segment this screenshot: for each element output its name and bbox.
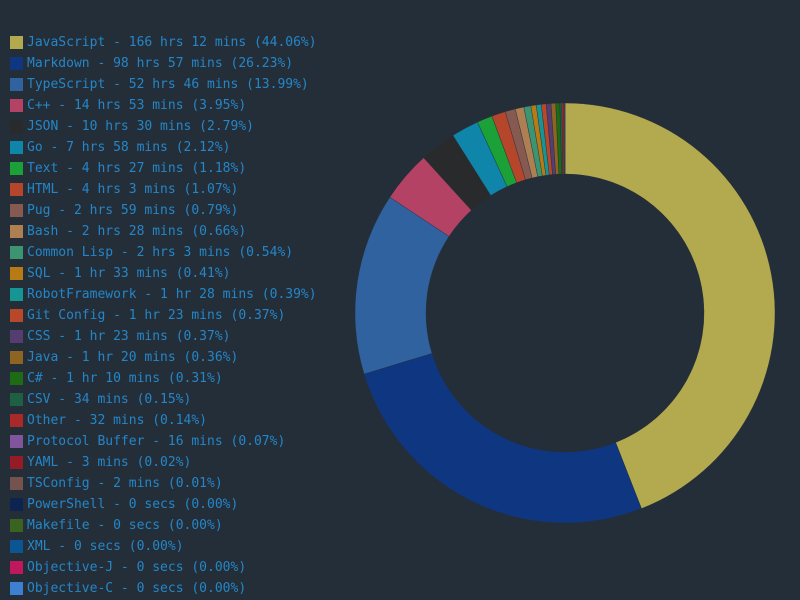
chart-legend: JavaScript - 166 hrs 12 mins (44.06%) Mar… [10, 32, 317, 599]
legend-swatch [10, 372, 23, 385]
legend-item: RobotFramework - 1 hr 28 mins (0.39%) [10, 284, 317, 305]
legend-swatch [10, 225, 23, 238]
legend-swatch [10, 267, 23, 280]
legend-item: YAML - 3 mins (0.02%) [10, 452, 317, 473]
legend-label: JSON - 10 hrs 30 mins (2.79%) [27, 119, 254, 134]
legend-swatch [10, 435, 23, 448]
legend-swatch [10, 288, 23, 301]
legend-swatch [10, 204, 23, 217]
legend-label: Protocol Buffer - 16 mins (0.07%) [27, 434, 286, 449]
legend-label: JavaScript - 166 hrs 12 mins (44.06%) [27, 35, 317, 50]
legend-swatch [10, 414, 23, 427]
legend-item: C++ - 14 hrs 53 mins (3.95%) [10, 95, 317, 116]
legend-swatch [10, 330, 23, 343]
legend-label: YAML - 3 mins (0.02%) [27, 455, 192, 470]
legend-label: Pug - 2 hrs 59 mins (0.79%) [27, 203, 239, 218]
legend-label: Other - 32 mins (0.14%) [27, 413, 208, 428]
legend-item: Objective-J - 0 secs (0.00%) [10, 557, 317, 578]
legend-item: JSON - 10 hrs 30 mins (2.79%) [10, 116, 317, 137]
legend-label: C++ - 14 hrs 53 mins (3.95%) [27, 98, 247, 113]
legend-swatch [10, 351, 23, 364]
legend-label: Markdown - 98 hrs 57 mins (26.23%) [27, 56, 294, 71]
legend-label: PowerShell - 0 secs (0.00%) [27, 497, 239, 512]
legend-swatch [10, 246, 23, 259]
legend-swatch [10, 78, 23, 91]
legend-swatch [10, 393, 23, 406]
legend-swatch [10, 36, 23, 49]
legend-item: Markdown - 98 hrs 57 mins (26.23%) [10, 53, 317, 74]
legend-swatch [10, 456, 23, 469]
legend-item: TSConfig - 2 mins (0.01%) [10, 473, 317, 494]
legend-label: XML - 0 secs (0.00%) [27, 539, 184, 554]
legend-label: Makefile - 0 secs (0.00%) [27, 518, 223, 533]
legend-item: Java - 1 hr 20 mins (0.36%) [10, 347, 317, 368]
legend-item: HTML - 4 hrs 3 mins (1.07%) [10, 179, 317, 200]
legend-item: Text - 4 hrs 27 mins (1.18%) [10, 158, 317, 179]
legend-item: PowerShell - 0 secs (0.00%) [10, 494, 317, 515]
legend-swatch [10, 498, 23, 511]
legend-swatch [10, 561, 23, 574]
legend-item: Go - 7 hrs 58 mins (2.12%) [10, 137, 317, 158]
legend-label: Common Lisp - 2 hrs 3 mins (0.54%) [27, 245, 294, 260]
legend-label: RobotFramework - 1 hr 28 mins (0.39%) [27, 287, 317, 302]
legend-item: TypeScript - 52 hrs 46 mins (13.99%) [10, 74, 317, 95]
legend-swatch [10, 99, 23, 112]
legend-label: CSV - 34 mins (0.15%) [27, 392, 192, 407]
legend-swatch [10, 57, 23, 70]
legend-label: Objective-C - 0 secs (0.00%) [27, 581, 247, 596]
legend-item: SQL - 1 hr 33 mins (0.41%) [10, 263, 317, 284]
donut-slice-markdown [363, 353, 642, 524]
legend-item: CSV - 34 mins (0.15%) [10, 389, 317, 410]
legend-swatch [10, 141, 23, 154]
legend-label: Text - 4 hrs 27 mins (1.18%) [27, 161, 247, 176]
legend-label: Bash - 2 hrs 28 mins (0.66%) [27, 224, 247, 239]
legend-item: Pug - 2 hrs 59 mins (0.79%) [10, 200, 317, 221]
legend-item: JavaScript - 166 hrs 12 mins (44.06%) [10, 32, 317, 53]
legend-label: Objective-J - 0 secs (0.00%) [27, 560, 247, 575]
legend-swatch [10, 120, 23, 133]
legend-item: Makefile - 0 secs (0.00%) [10, 515, 317, 536]
legend-label: Git Config - 1 hr 23 mins (0.37%) [27, 308, 286, 323]
legend-swatch [10, 183, 23, 196]
legend-swatch [10, 582, 23, 595]
legend-item: Other - 32 mins (0.14%) [10, 410, 317, 431]
legend-label: HTML - 4 hrs 3 mins (1.07%) [27, 182, 239, 197]
legend-label: TSConfig - 2 mins (0.01%) [27, 476, 223, 491]
legend-swatch [10, 162, 23, 175]
legend-swatch [10, 309, 23, 322]
legend-label: Java - 1 hr 20 mins (0.36%) [27, 350, 239, 365]
legend-item: Protocol Buffer - 16 mins (0.07%) [10, 431, 317, 452]
legend-label: SQL - 1 hr 33 mins (0.41%) [27, 266, 231, 281]
legend-swatch [10, 519, 23, 532]
legend-item: XML - 0 secs (0.00%) [10, 536, 317, 557]
legend-swatch [10, 477, 23, 490]
legend-label: Go - 7 hrs 58 mins (2.12%) [27, 140, 231, 155]
legend-item: CSS - 1 hr 23 mins (0.37%) [10, 326, 317, 347]
legend-label: TypeScript - 52 hrs 46 mins (13.99%) [27, 77, 309, 92]
legend-label: CSS - 1 hr 23 mins (0.37%) [27, 329, 231, 344]
legend-swatch [10, 540, 23, 553]
legend-label: C# - 1 hr 10 mins (0.31%) [27, 371, 223, 386]
legend-item: Git Config - 1 hr 23 mins (0.37%) [10, 305, 317, 326]
legend-item: Common Lisp - 2 hrs 3 mins (0.54%) [10, 242, 317, 263]
legend-item: C# - 1 hr 10 mins (0.31%) [10, 368, 317, 389]
donut-slice-javascript [564, 102, 776, 509]
legend-item: Objective-C - 0 secs (0.00%) [10, 578, 317, 599]
legend-item: Bash - 2 hrs 28 mins (0.66%) [10, 221, 317, 242]
